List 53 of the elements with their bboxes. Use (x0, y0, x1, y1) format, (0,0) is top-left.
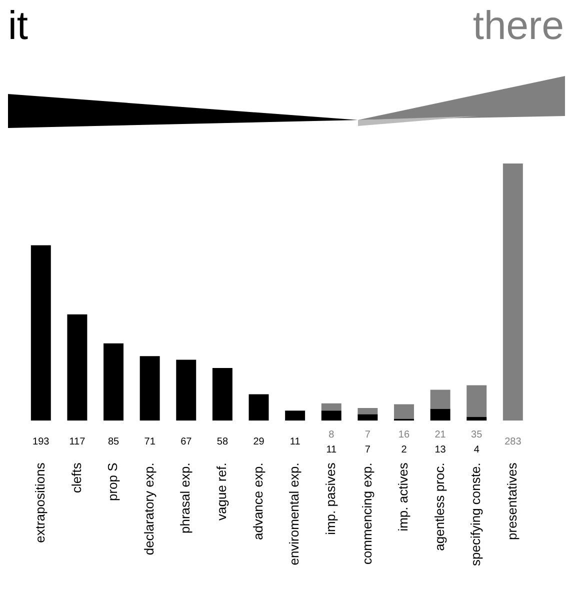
data-label: 21 (434, 429, 446, 440)
x-tick-label: commencing exp. (359, 462, 374, 565)
bar (285, 410, 306, 421)
data-label: 193 (32, 436, 50, 448)
data-label: 7 (364, 444, 371, 456)
data-label: 283 (504, 436, 522, 448)
bar (321, 410, 342, 421)
x-tick-label: phrasal exp. (178, 462, 193, 534)
x-tick-label: prop S (105, 462, 120, 501)
data-label: 11 (290, 436, 301, 448)
bar (430, 408, 450, 421)
x-tick-label: presentatives (504, 462, 520, 540)
data-label: 85 (108, 436, 120, 448)
x-tick-label: clefts (68, 462, 84, 494)
bar (430, 390, 450, 409)
x-tick-label: imp. pasives (322, 462, 338, 535)
text: there (472, 4, 564, 49)
bar (502, 163, 523, 421)
data-label: 35 (471, 429, 483, 440)
x-tick-label: advance exp. (250, 462, 266, 540)
data-label: 16 (398, 429, 410, 440)
data-label: 7 (364, 429, 371, 440)
bar (394, 404, 414, 419)
bar (248, 394, 269, 421)
x-tick-label: extrapositions (32, 462, 48, 543)
data-label: 58 (216, 436, 228, 448)
data-label: 2 (401, 444, 408, 456)
data-label: 8 (328, 429, 335, 440)
data-label: 13 (434, 444, 446, 456)
x-tick-label: agentless proc. (432, 462, 447, 551)
bar (466, 385, 487, 418)
data-label: 67 (180, 436, 192, 448)
data-label: 29 (253, 436, 265, 448)
x-tick-label: declaratory exp. (141, 462, 156, 556)
bar (176, 360, 196, 421)
bar (358, 414, 378, 421)
data-label: 71 (144, 436, 156, 448)
bar (466, 417, 487, 421)
text: it (8, 4, 28, 49)
data-label: 117 (69, 436, 86, 448)
bar (358, 408, 378, 414)
bar (321, 403, 342, 411)
bar (104, 343, 124, 421)
bar (140, 356, 160, 421)
bar (30, 245, 51, 421)
data-label: 11 (326, 444, 337, 456)
x-tick-label: imp. actives (396, 462, 411, 532)
x-tick-label: specifying conste. (468, 462, 484, 566)
bar (212, 368, 232, 421)
data-label: 4 (474, 444, 480, 456)
bar (67, 314, 88, 421)
x-tick-label: enviromental exp. (286, 462, 302, 566)
x-tick-label: vague ref. (214, 462, 230, 520)
